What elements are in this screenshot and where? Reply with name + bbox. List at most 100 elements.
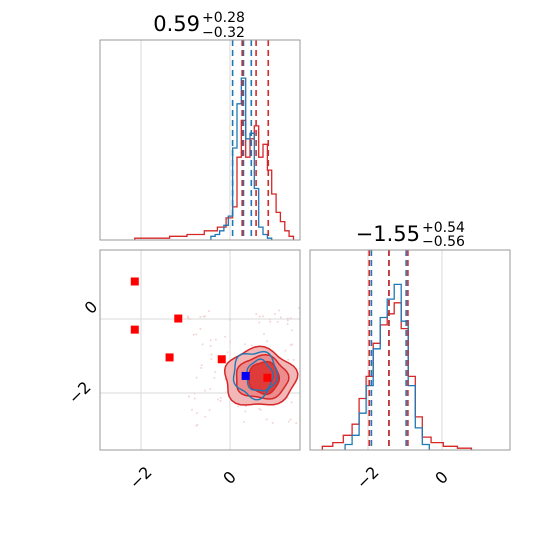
contour-outer-blue (232, 350, 279, 401)
red-marker (217, 355, 226, 364)
x-tick-label: 0 (431, 467, 452, 488)
x-tick-label: −2 (353, 463, 383, 493)
sample-point (195, 333, 198, 336)
sample-point (289, 418, 292, 421)
sample-point (214, 370, 217, 373)
sample-point (255, 312, 258, 315)
sample-point (271, 421, 274, 424)
sample-point (204, 389, 207, 392)
sample-point (291, 343, 294, 346)
sample-point (261, 315, 264, 318)
sample-point (266, 340, 269, 343)
sample-point (286, 319, 289, 322)
sample-point (224, 335, 227, 338)
sample-point (289, 344, 292, 347)
sample-point (209, 339, 212, 342)
sample-point (199, 327, 202, 330)
sample-point (195, 376, 198, 379)
sample-point (196, 423, 199, 426)
sample-point (276, 320, 279, 323)
sample-point (209, 344, 212, 347)
sample-point (279, 316, 282, 319)
blue-marker (241, 371, 250, 380)
red-marker (165, 353, 174, 362)
joint-contour-panel (99, 249, 301, 451)
sample-point (284, 349, 287, 352)
histogram-blue (344, 283, 430, 450)
y-tick-label: 0 (81, 297, 102, 318)
red-marker (174, 314, 183, 323)
sample-point (286, 397, 289, 400)
sample-point (287, 358, 290, 361)
sample-point (289, 317, 292, 320)
sample-point (292, 358, 295, 361)
param-1-title-upper: +0.28 (202, 10, 245, 26)
sample-point (259, 408, 262, 411)
sample-point (244, 410, 247, 413)
joint-contours (130, 277, 300, 427)
x-tick-label: −2 (126, 463, 156, 493)
param-2-title-lower: −0.56 (422, 234, 465, 250)
sample-point (269, 320, 272, 323)
sample-point (226, 351, 229, 354)
sample-point (291, 329, 294, 332)
y-tick-label: −2 (65, 378, 95, 408)
sample-point (193, 397, 196, 400)
sample-point (258, 315, 261, 318)
sample-point (195, 412, 198, 415)
joint-clipped-layer (130, 277, 300, 427)
sample-point (258, 407, 261, 410)
param-1-marginal-panel (99, 39, 301, 241)
sample-point (187, 316, 190, 319)
sample-point (210, 353, 213, 356)
sample-point (200, 366, 203, 369)
param-2-histograms (321, 250, 473, 450)
sample-point (216, 398, 219, 401)
red-marker (130, 277, 139, 286)
sample-point (208, 310, 211, 313)
sample-point (208, 409, 211, 412)
sample-point (192, 333, 195, 336)
sample-point (258, 321, 261, 324)
sample-point (286, 322, 289, 325)
sample-point (245, 405, 248, 408)
sample-point (219, 396, 222, 399)
param-2-marginal-panel (309, 249, 511, 451)
sample-point (262, 333, 265, 336)
panel-frame (99, 249, 301, 451)
sample-point (250, 344, 253, 347)
sample-point (219, 399, 222, 402)
sample-point (295, 421, 298, 424)
sample-point (210, 358, 213, 361)
sample-point (265, 418, 268, 421)
sample-point (204, 315, 207, 318)
sample-point (229, 318, 232, 321)
sample-point (201, 343, 204, 346)
sample-point (243, 421, 246, 424)
sample-point (213, 376, 216, 379)
histogram-red (134, 119, 295, 240)
sample-point (204, 415, 207, 418)
sample-point (193, 392, 196, 395)
panel-frame (309, 249, 511, 451)
sample-point (268, 318, 271, 321)
sample-point (188, 395, 191, 398)
sample-point (191, 408, 194, 411)
sample-point (200, 364, 203, 367)
sample-point (274, 312, 277, 315)
red-marker (263, 373, 272, 382)
panel-frame (99, 39, 301, 241)
param-2-title: −1.55 (356, 222, 420, 246)
param-2-title-upper: +0.54 (422, 220, 465, 236)
sample-point (214, 338, 217, 341)
sample-point (199, 316, 202, 319)
sample-point (202, 315, 205, 318)
sample-point (286, 317, 289, 320)
param-1-title: 0.59 (153, 12, 200, 36)
sample-point (278, 309, 281, 312)
param-1-histograms (134, 40, 295, 240)
histogram-blue (210, 77, 273, 240)
red-marker (130, 325, 139, 334)
sample-point (237, 405, 240, 408)
